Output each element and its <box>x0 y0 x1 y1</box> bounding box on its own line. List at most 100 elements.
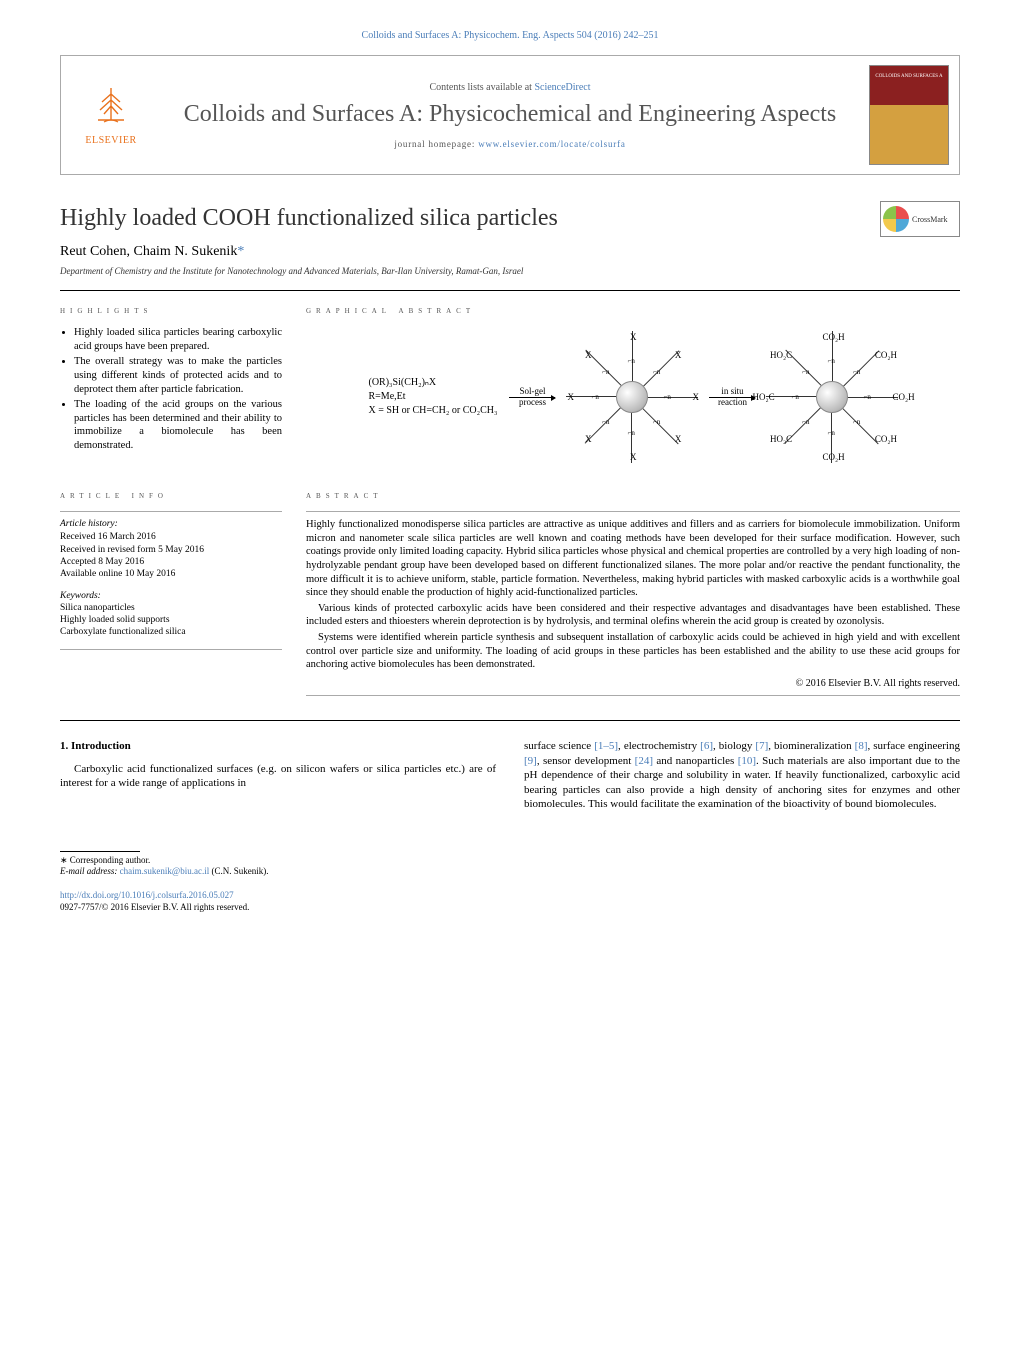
spoke-n-label: ⌐n <box>802 368 809 376</box>
spoke-end-label: CO₂H <box>875 350 897 360</box>
arrow-bottom: reaction <box>718 398 747 408</box>
body-left-col: 1. Introduction Carboxylic acid function… <box>60 739 496 913</box>
authors: Reut Cohen, Chaim N. Sukenik* <box>60 244 960 260</box>
corresponding-marker[interactable]: * <box>237 244 244 259</box>
spoke-n-label: ⌐n <box>827 357 834 365</box>
hp-link[interactable]: www.elsevier.com/locate/colsurfa <box>478 139 625 149</box>
journal-cover-thumb[interactable]: COLLOIDS AND SURFACES A <box>869 65 949 165</box>
spoke-n-label: ⌐n <box>802 418 809 426</box>
history-received: Received 16 March 2016 <box>60 531 282 543</box>
footnotes: ∗ Corresponding author. E-mail address: … <box>60 851 496 878</box>
spoke-end-label: X <box>692 392 699 402</box>
spoke-end-label: X <box>630 332 637 342</box>
abstract-col: ABSTRACT Highly functionalized monodispe… <box>306 490 960 702</box>
crossmark-badge[interactable]: CrossMark <box>880 201 960 237</box>
spoke-n-label: ⌐n <box>827 429 834 437</box>
highlights-list: Highly loaded silica particles bearing c… <box>60 326 282 453</box>
highlight-item: The loading of the acid groups on the va… <box>74 398 282 453</box>
hp-prefix: journal homepage: <box>394 139 478 149</box>
spoke-end-label: X <box>675 350 682 360</box>
ga-label: GRAPHICAL ABSTRACT <box>306 305 960 316</box>
ga-formula: (OR)₃Si(CH₂)ₙX R=Me,Et X = SH or CH=CH₂ … <box>369 376 498 418</box>
ref-link[interactable]: [24] <box>635 755 653 767</box>
spoke-n-label: ⌐n <box>653 368 660 376</box>
ref-link[interactable]: [10] <box>738 755 756 767</box>
spoke-end-label: CO₂H <box>875 434 897 444</box>
spoke-n-label: ⌐n <box>591 393 598 401</box>
arrow-line-icon <box>509 397 555 398</box>
arrow-solgel: Sol-gel process <box>509 387 555 408</box>
spoke-n-label: ⌐n <box>863 393 870 401</box>
spoke-n-label: ⌐n <box>602 368 609 376</box>
particle-x: ⌐nX⌐nX⌐nX⌐nX⌐nX⌐nX⌐nX⌐nX <box>567 332 697 462</box>
graphical-abstract-col: GRAPHICAL ABSTRACT (OR)₃Si(CH₂)ₙX R=Me,E… <box>306 305 960 472</box>
ref-link[interactable]: [8] <box>855 740 868 752</box>
seg: surface science <box>524 740 594 752</box>
article-history: Article history: Received 16 March 2016 … <box>60 518 282 581</box>
body-left-p1: Carboxylic acid functionalized surfaces … <box>60 762 496 791</box>
row-info-abstract: ARTICLE INFO Article history: Received 1… <box>60 490 960 702</box>
abstract-p2: Various kinds of protected carboxylic ac… <box>306 602 960 629</box>
history-accepted: Accepted 8 May 2016 <box>60 556 282 568</box>
ref-link[interactable]: [7] <box>755 740 768 752</box>
spoke-end-label: X <box>567 392 574 402</box>
spoke-end-label: CO₂H <box>892 392 914 402</box>
email-link[interactable]: chaim.sukenik@biu.ac.il <box>120 866 210 876</box>
row-highlights-ga: HIGHLIGHTS Highly loaded silica particle… <box>60 305 960 472</box>
corr-symbol: ∗ <box>60 855 70 865</box>
seg: and nanoparticles <box>653 755 738 767</box>
email-label: E-mail address: <box>60 866 120 876</box>
sciencedirect-link[interactable]: ScienceDirect <box>534 82 590 93</box>
formula-l3: X = SH or CH=CH₂ or CO₂CH₃ <box>369 404 498 418</box>
header-citation[interactable]: Colloids and Surfaces A: Physicochem. En… <box>60 30 960 41</box>
history-online: Available online 10 May 2016 <box>60 568 282 580</box>
corresponding-note: ∗ Corresponding author. <box>60 855 496 867</box>
keyword: Silica nanoparticles <box>60 602 282 614</box>
graphical-abstract: (OR)₃Si(CH₂)ₙX R=Me,Et X = SH or CH=CH₂ … <box>306 326 960 472</box>
spoke-n-label: ⌐n <box>791 393 798 401</box>
doi-link[interactable]: http://dx.doi.org/10.1016/j.colsurfa.201… <box>60 890 234 900</box>
article-info-label: ARTICLE INFO <box>60 490 282 501</box>
spoke-n-label: ⌐n <box>853 368 860 376</box>
elsevier-tree-icon <box>90 84 132 133</box>
spoke-end-label: HO₂C <box>752 392 774 402</box>
email-tail: (C.N. Sukenik). <box>209 866 268 876</box>
footnote-rule <box>60 851 140 852</box>
abstract-p3: Systems were identified wherein particle… <box>306 631 960 672</box>
formula-l1: (OR)₃Si(CH₂)ₙX <box>369 376 498 390</box>
history-heading: Article history: <box>60 518 282 530</box>
seg: , electrochemistry <box>618 740 700 752</box>
spoke-end-label: X <box>585 350 592 360</box>
elsevier-text: ELSEVIER <box>85 135 136 146</box>
article-title: Highly loaded COOH functionalized silica… <box>60 205 960 232</box>
contents-prefix: Contents lists available at <box>429 82 534 93</box>
highlights-label: HIGHLIGHTS <box>60 305 282 316</box>
cover-text: COLLOIDS AND SURFACES A <box>875 74 942 79</box>
spoke-n-label: ⌐n <box>663 393 670 401</box>
abstract-label: ABSTRACT <box>306 490 960 501</box>
spoke-n-label: ⌐n <box>627 429 634 437</box>
seg: , sensor development <box>537 755 635 767</box>
abstract-rule-bottom <box>306 695 960 696</box>
keywords: Silica nanoparticles Highly loaded solid… <box>60 602 282 639</box>
crossmark-label: CrossMark <box>912 215 948 224</box>
spoke-end-label: X <box>675 434 682 444</box>
spoke-n-label: ⌐n <box>853 418 860 426</box>
spoke-n-label: ⌐n <box>627 357 634 365</box>
keyword: Highly loaded solid supports <box>60 614 282 626</box>
elsevier-logo[interactable]: ELSEVIER <box>61 56 161 174</box>
seg: , surface engineering <box>867 740 960 752</box>
ref-link[interactable]: [9] <box>524 755 537 767</box>
ref-link[interactable]: [6] <box>700 740 713 752</box>
spoke-end-label: HO₂C <box>770 350 792 360</box>
spoke-line-icon <box>848 397 898 398</box>
highlight-item: Highly loaded silica particles bearing c… <box>74 326 282 353</box>
ref-link[interactable]: [1–5] <box>594 740 618 752</box>
spoke-line-icon <box>843 408 879 444</box>
spoke-end-label: X <box>585 434 592 444</box>
spoke-n-label: ⌐n <box>602 418 609 426</box>
issn-line: 0927-7757/© 2016 Elsevier B.V. All right… <box>60 902 496 914</box>
arrow-insitu: in situ reaction <box>709 387 755 408</box>
arrow-top: Sol-gel <box>519 387 545 397</box>
keywords-heading: Keywords: <box>60 591 282 601</box>
